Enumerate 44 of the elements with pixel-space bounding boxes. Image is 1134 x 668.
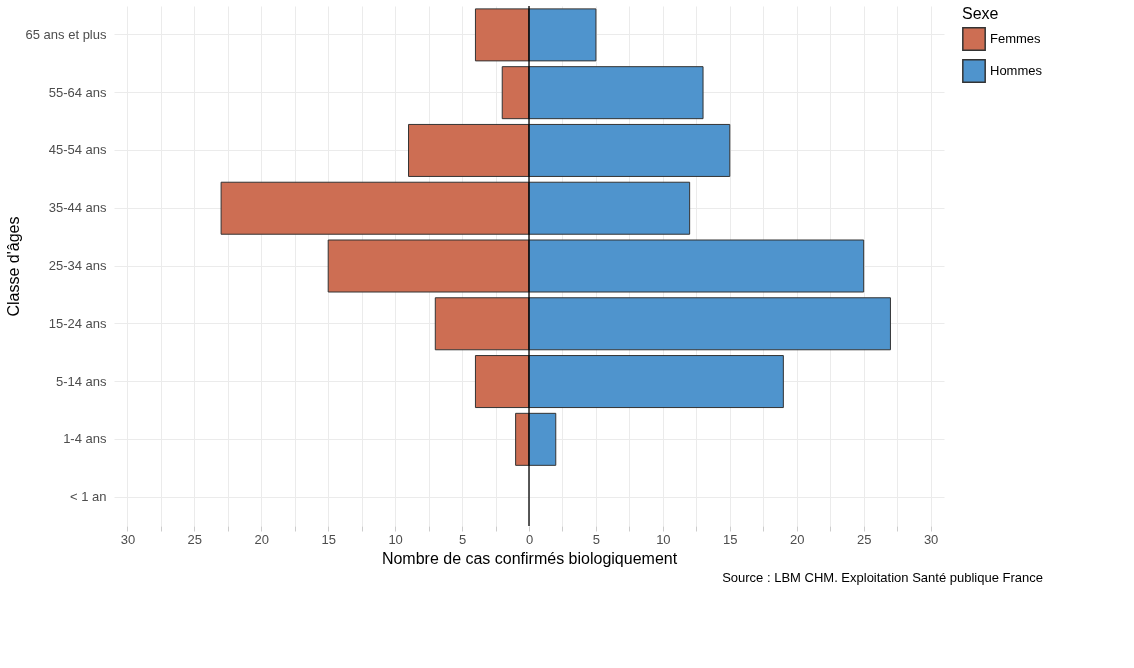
x-tick-label: 30	[120, 531, 136, 547]
bar	[220, 181, 530, 235]
y-tick-label: 5-14 ans	[55, 373, 107, 389]
y-tick-label: 55-64 ans	[48, 84, 107, 100]
x-tick-label: 25	[856, 531, 872, 547]
bar	[528, 123, 731, 177]
x-tick-label: 30	[923, 531, 939, 547]
bar	[474, 355, 530, 409]
x-tick-label: 15	[321, 531, 336, 547]
bar	[528, 412, 557, 466]
legend-title: Sexe	[962, 5, 999, 22]
bar	[528, 239, 865, 293]
legend-label: Femmes	[990, 31, 1042, 46]
x-tick-label: 0	[525, 531, 534, 547]
x-tick-label: 25	[187, 531, 203, 547]
legend-label: Hommes	[990, 63, 1043, 78]
x-tick-label: 15	[723, 531, 738, 547]
y-tick-label: 15-24 ans	[48, 315, 107, 331]
bar	[474, 8, 530, 62]
bar	[327, 239, 530, 293]
y-tick-label: 35-44 ans	[48, 200, 107, 216]
y-axis-title: Classe d'âges	[4, 216, 22, 317]
bar	[501, 66, 530, 120]
bar	[528, 66, 704, 120]
bar	[434, 297, 530, 351]
y-tick-label: 25-34 ans	[48, 258, 107, 273]
x-tick-label: 10	[656, 531, 671, 547]
x-tick-label: 10	[388, 531, 403, 547]
bar	[528, 355, 784, 409]
bar	[515, 412, 530, 466]
bar	[528, 8, 597, 62]
y-tick-label: < 1 an	[69, 489, 107, 505]
bar	[528, 181, 691, 235]
y-tick-label: 65 ans et plus	[25, 26, 107, 42]
y-tick-label: 45-54 ans	[48, 142, 107, 158]
x-tick-label: 20	[254, 531, 269, 547]
x-tick-label: 5	[458, 531, 467, 547]
x-tick-label: 5	[592, 531, 601, 547]
source-note: Source : LBM CHM. Exploitation Santé publique France	[722, 570, 1043, 585]
bar	[408, 123, 530, 177]
x-tick-label: 20	[790, 531, 805, 547]
bar	[528, 297, 891, 351]
x-axis-title: Nombre de cas confirmés biologiquement	[381, 549, 678, 567]
y-tick-label: 1-4 ans	[63, 431, 107, 447]
